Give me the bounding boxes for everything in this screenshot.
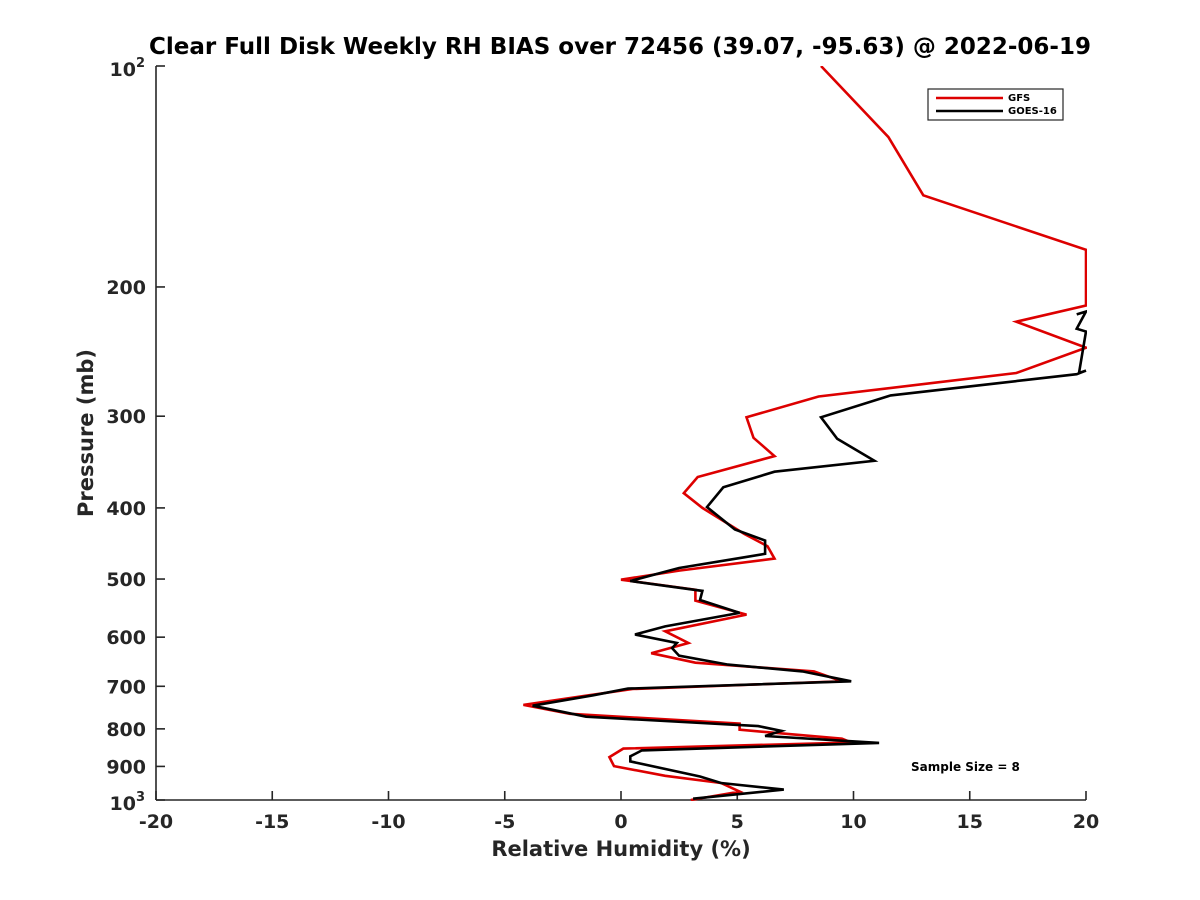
y-tick-label: 400 (106, 498, 146, 520)
x-tick-label: -10 (371, 811, 405, 833)
y-axis-label: Pressure (mb) (74, 349, 98, 517)
x-tick-label: 0 (614, 811, 627, 833)
series-group (523, 66, 1087, 801)
legend-label-goes16: GOES-16 (1008, 106, 1057, 117)
legend-box (927, 88, 1064, 121)
chart-title: Clear Full Disk Weekly RH BIAS over 7245… (149, 34, 1091, 60)
x-tick-label: -5 (494, 811, 515, 833)
y-tick-label: 700 (106, 676, 146, 698)
x-tick-label: 20 (1073, 811, 1099, 833)
x-tick-label: -15 (255, 811, 289, 833)
legend-label-gfs: GFS (1008, 93, 1030, 104)
y-ticks: 102 200 300 400 500 600 700 800 900 103 (106, 56, 165, 815)
y-tick-label: 600 (106, 627, 146, 649)
x-axis-label: Relative Humidity (%) (491, 837, 750, 861)
y-tick-label: 103 (110, 790, 146, 815)
y-tick-label: 300 (106, 406, 146, 428)
y-tick-label: 900 (106, 756, 146, 778)
x-tick-label: 5 (731, 811, 744, 833)
x-tick-label: 15 (957, 811, 983, 833)
series-line-goes-16 (532, 309, 1087, 800)
x-tick-label: -20 (139, 811, 173, 833)
y-tick-label: 500 (106, 569, 146, 591)
x-ticks: -20 -15 -10 -5 0 5 10 15 20 (139, 791, 1099, 833)
x-tick-label: 10 (840, 811, 866, 833)
y-tick-label: 200 (106, 277, 146, 299)
y-tick-label: 102 (110, 56, 146, 81)
legend: GFS GOES-16 (927, 88, 1064, 121)
sample-size-annotation: Sample Size = 8 (911, 760, 1020, 774)
plot-area (156, 67, 1086, 800)
y-tick-label: 800 (106, 719, 146, 741)
